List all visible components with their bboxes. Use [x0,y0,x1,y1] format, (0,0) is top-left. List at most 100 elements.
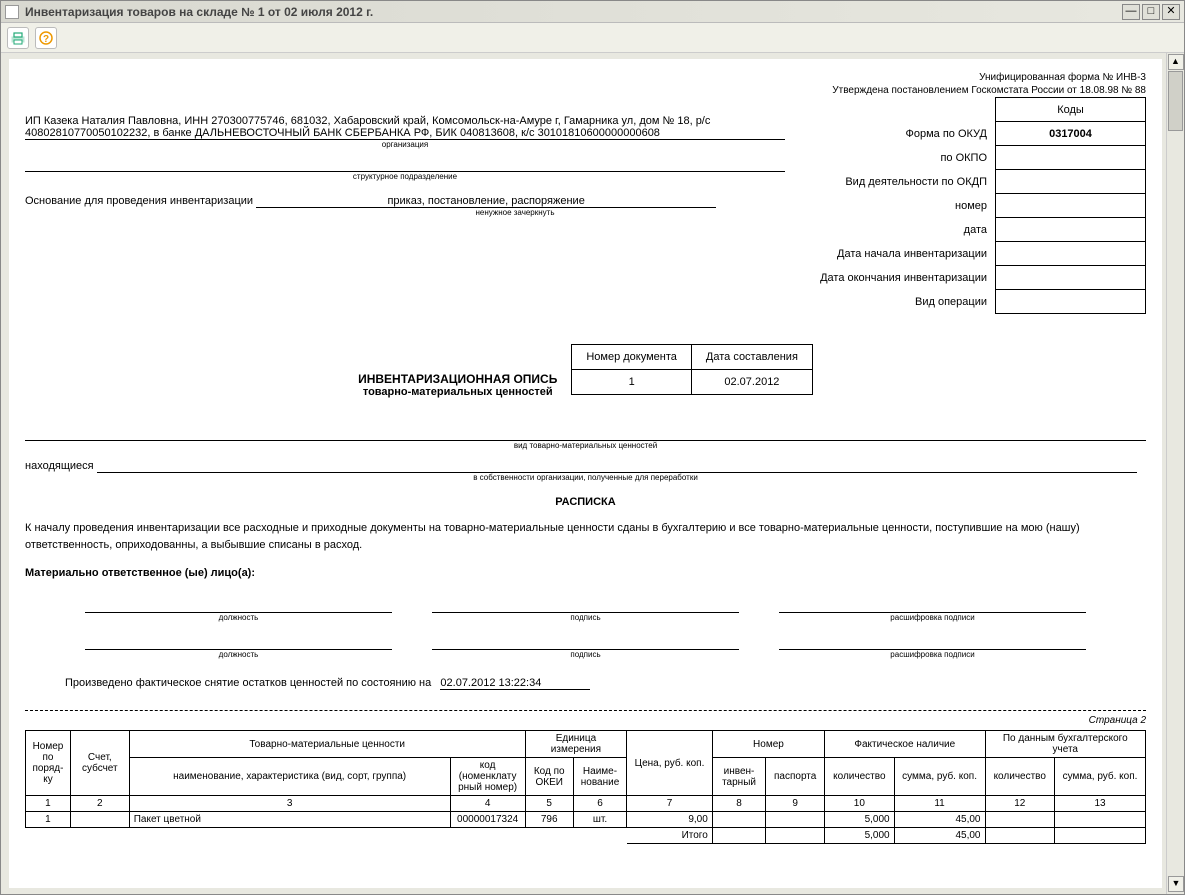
cell: 00000017324 [450,812,525,828]
oper-label: Вид операции [810,290,995,314]
content-area: Унифицированная форма № ИНВ-3 Утверждена… [1,53,1184,894]
end-label: Дата окончания инвентаризации [810,266,995,290]
main-title: ИНВЕНТАРИЗАЦИОННАЯ ОПИСЬ [358,372,557,386]
col-number: 12 [985,796,1055,812]
subdivision-caption: структурное подразделение [25,172,785,181]
app-window: Инвентаризация товаров на складе № 1 от … [0,0,1185,895]
end-value [996,266,1146,290]
col-number: 5 [525,796,573,812]
organization-text: ИП Казека Наталия Павловна, ИНН 27030077… [25,115,785,140]
cell [1055,812,1146,828]
okdp-label: Вид деятельности по ОКДП [810,170,995,194]
basis-block: Основание для проведения инвентаризации … [25,195,785,217]
th-qty: количество [825,758,895,796]
titlebar: Инвентаризация товаров на складе № 1 от … [1,1,1184,23]
col-number: 10 [825,796,895,812]
sub-title: товарно-материальных ценностей [358,386,557,398]
signature-row-2: должность подпись расшифровка подписи [25,636,1146,659]
form-header: Унифицированная форма № ИНВ-3 Утверждена… [25,71,1146,97]
date-label: дата [810,218,995,242]
cell [985,812,1055,828]
th-okei: Код по ОКЕИ [525,758,573,796]
total-qty: 5,000 [825,828,895,844]
help-icon: ? [39,31,53,45]
sig-name-2: расшифровка подписи [779,650,1086,659]
receipt-text: К началу проведения инвентаризации все р… [25,520,1146,553]
close-button[interactable]: ✕ [1162,4,1180,20]
th-bqty: количество [985,758,1055,796]
receipt-title: РАСПИСКА [25,496,1146,508]
help-button[interactable]: ? [35,27,57,49]
col-number: 9 [766,796,825,812]
col-number: 2 [70,796,129,812]
th-sum: сумма, руб. коп. [894,758,985,796]
maximize-button[interactable]: □ [1142,4,1160,20]
organization-caption: организация [25,140,785,149]
cell: шт. [573,812,626,828]
codes-table: Коды Форма по ОКУД0317004 по ОКПО Вид де… [810,97,1146,314]
located-caption: в собственности организации, полученные … [25,473,1146,482]
date-value [996,218,1146,242]
doc-date-header: Дата составления [691,345,812,370]
cell: 1 [26,812,71,828]
cell [70,812,129,828]
th-actual: Фактическое наличие [825,731,985,758]
oper-value [996,290,1146,314]
title-row: ИНВЕНТАРИЗАЦИОННАЯ ОПИСЬ товарно-материа… [25,344,1146,398]
minimize-button[interactable]: — [1122,4,1140,20]
col-number: 4 [450,796,525,812]
print-button[interactable] [7,27,29,49]
th-number: Номер [712,731,824,758]
th-unit: Единица измерения [525,731,627,758]
col-number: 11 [894,796,985,812]
table-row: 1Пакет цветной00000017324796шт.9,005,000… [26,812,1146,828]
scroll-up-button[interactable]: ▲ [1168,54,1184,70]
scroll-track[interactable] [1168,71,1183,876]
print-icon [11,31,25,45]
cell [712,812,765,828]
okud-value: 0317004 [996,122,1146,146]
scroll-down-button[interactable]: ▼ [1168,876,1184,892]
svg-text:?: ? [43,34,49,45]
tmc-type-caption: вид товарно-материальных ценностей [25,441,1146,450]
th-bsum: сумма, руб. коп. [1055,758,1146,796]
toolbar: ? [1,23,1184,53]
page-number: Страница 2 [25,715,1146,726]
snapshot-label: Произведено фактическое снятие остатков … [65,677,431,689]
cell: 796 [525,812,573,828]
col-number: 1 [26,796,71,812]
start-value [996,242,1146,266]
th-book: По данным бухгалтерского учета [985,731,1146,758]
doc-num-header: Номер документа [572,345,692,370]
sig-sign-1: подпись [432,613,739,622]
total-sum: 45,00 [894,828,985,844]
th-inv: инвен- тарный [712,758,765,796]
scroll-thumb[interactable] [1168,71,1183,131]
sig-sign-2: подпись [432,650,739,659]
items-table: Номер по поряд- ку Счет, субсчет Товарно… [25,730,1146,844]
th-unitname: Наиме- нование [573,758,626,796]
col-number: 3 [129,796,450,812]
snapshot-value: 02.07.2012 13:22:34 [440,677,590,690]
total-label: Итого [627,828,713,844]
cell: Пакет цветной [129,812,450,828]
vertical-scrollbar[interactable]: ▲ ▼ [1166,53,1184,894]
okpo-label: по ОКПО [810,146,995,170]
cell: 5,000 [825,812,895,828]
okpo-value [996,146,1146,170]
number-label: номер [810,194,995,218]
okud-label: Форма по ОКУД [810,122,995,146]
basis-value: приказ, постановление, распоряжение [256,195,716,208]
th-num: Номер по поряд- ку [26,731,71,796]
form-header-line1: Унифицированная форма № ИНВ-3 [25,71,1146,84]
number-value [996,194,1146,218]
doc-num-value: 1 [572,370,692,395]
cell [766,812,825,828]
col-number: 6 [573,796,626,812]
col-number: 13 [1055,796,1146,812]
th-name: наименование, характеристика (вид, сорт,… [129,758,450,796]
form-header-line2: Утверждена постановлением Госкомстата Ро… [25,84,1146,97]
basis-caption: ненужное зачеркнуть [285,208,745,217]
document-icon [5,5,19,19]
th-tmc: Товарно-материальные ценности [129,731,525,758]
